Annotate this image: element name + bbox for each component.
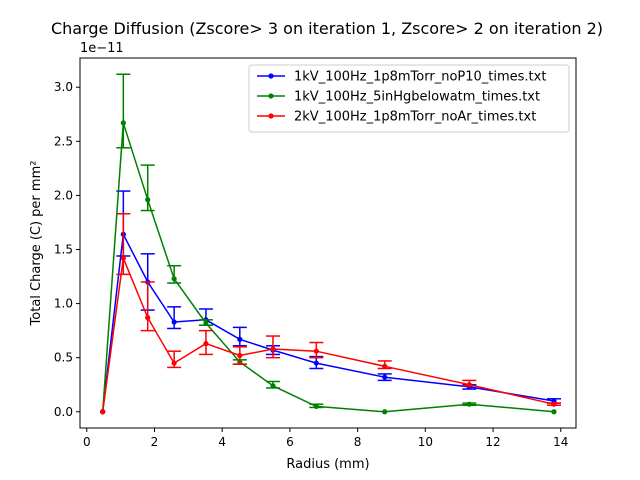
x-tick-label: 4 <box>218 435 226 449</box>
data-point <box>382 363 388 369</box>
x-tick-label: 8 <box>354 435 362 449</box>
y-tick-label: 0.5 <box>54 351 73 365</box>
series-1 <box>100 190 561 415</box>
data-point <box>466 401 472 407</box>
data-point <box>237 336 243 342</box>
data-point <box>171 360 177 366</box>
data-point <box>171 319 177 325</box>
data-point <box>203 341 209 347</box>
series-3 <box>100 213 561 415</box>
series-line <box>101 231 555 412</box>
legend-swatch-marker <box>268 93 274 99</box>
series-line <box>101 122 555 413</box>
x-tick-label: 6 <box>286 435 294 449</box>
data-point <box>270 383 276 389</box>
data-point <box>120 255 126 261</box>
legend-label: 1kV_100Hz_1p8mTorr_noP10_times.txt <box>294 70 546 85</box>
legend: 1kV_100Hz_1p8mTorr_noP10_times.txt 1kV_10… <box>248 64 570 133</box>
series-line <box>101 255 555 412</box>
y-tick-label: 0.0 <box>54 405 73 419</box>
data-point <box>120 120 126 126</box>
data-point <box>203 320 209 326</box>
data-point <box>382 374 388 380</box>
data-point <box>313 403 319 409</box>
data-point <box>145 315 151 321</box>
x-tick-label: 0 <box>83 435 91 449</box>
data-point <box>551 401 557 407</box>
data-point <box>313 360 319 366</box>
data-point <box>551 409 557 415</box>
data-point <box>313 348 319 354</box>
x-tick-label: 12 <box>485 435 500 449</box>
x-tick-label: 10 <box>418 435 433 449</box>
y-tick-label: 1.0 <box>54 297 73 311</box>
data-point <box>270 346 276 352</box>
y-tick-label: 2.5 <box>54 134 73 148</box>
data-point <box>171 276 177 282</box>
y-axis-label: Total Charge (C) per mm² <box>29 161 44 327</box>
y-multiplier: 1e−11 <box>80 41 124 56</box>
x-tick-label: 2 <box>151 435 159 449</box>
chart-title: Charge Diffusion (Zscore> 3 on iteration… <box>51 19 603 38</box>
x-tick-label: 14 <box>553 435 568 449</box>
legend-box <box>248 64 570 133</box>
x-axis-label: Radius (mm) <box>286 457 369 472</box>
axis-layer: 0 2 4 6 8 10 12 14 0.0 0.5 1.0 1.5 2.0 2.5 3.0 <box>54 80 568 449</box>
y-tick-label: 3.0 <box>54 80 73 94</box>
data-point <box>100 409 106 415</box>
plot-area-frame <box>79 57 577 429</box>
data-point <box>382 409 388 415</box>
legend-label: 2kV_100Hz_1p8mTorr_noAr_times.txt <box>294 110 536 125</box>
data-point <box>145 197 151 203</box>
legend-label: 1kV_100Hz_5inHgbelowatm_times.txt <box>294 90 540 105</box>
y-tick-label: 1.5 <box>54 242 73 256</box>
y-tick-label: 2.0 <box>54 188 73 202</box>
data-point <box>237 352 243 359</box>
data-point <box>466 382 472 388</box>
legend-swatch-marker <box>268 73 274 79</box>
legend-swatch-marker <box>268 113 274 119</box>
data-layer <box>100 73 561 415</box>
